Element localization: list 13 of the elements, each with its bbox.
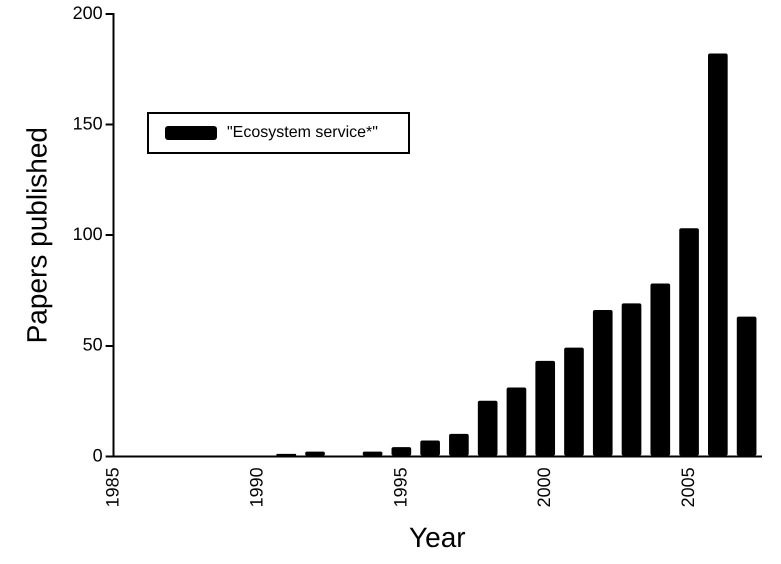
x-tick-label: 1990 xyxy=(246,467,266,508)
x-axis-title: Year xyxy=(409,522,466,553)
y-tick-label: 0 xyxy=(92,445,103,466)
x-tick-label: 1985 xyxy=(102,467,123,508)
legend-label: "Ecosystem service*" xyxy=(227,124,378,142)
x-tick-label: 2005 xyxy=(678,467,698,508)
y-tick-label: 200 xyxy=(72,2,103,23)
y-axis-title: Papers published xyxy=(22,126,53,344)
x-tick-label: 1995 xyxy=(390,467,410,508)
x-tick-label: 2000 xyxy=(534,467,554,508)
y-tick-label: 50 xyxy=(82,334,103,355)
y-tick-label: 100 xyxy=(72,224,103,244)
y-tick-label: 150 xyxy=(72,114,103,134)
